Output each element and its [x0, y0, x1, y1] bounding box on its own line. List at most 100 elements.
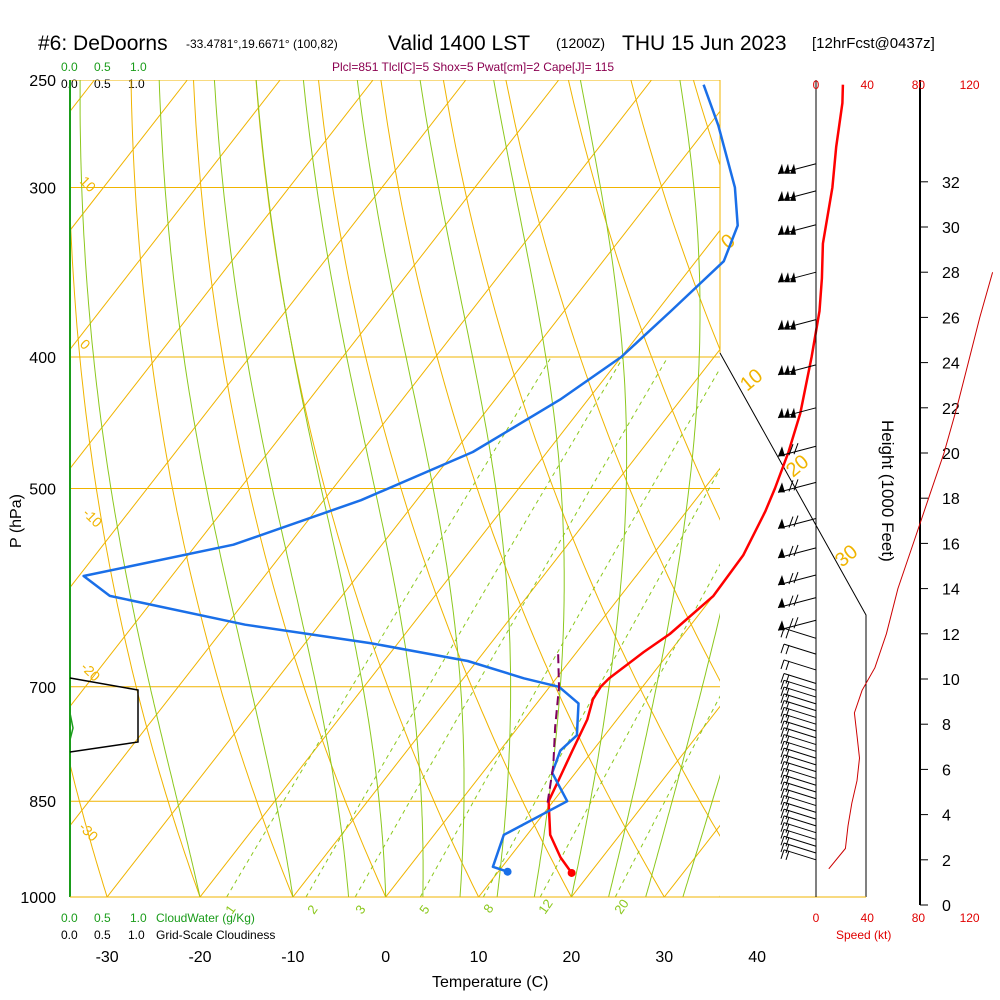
mixing-ratio-label: 3: [352, 902, 368, 917]
wind-barb-flag: [785, 742, 790, 752]
isotherm-line: [70, 80, 560, 708]
moist-adiabat-line: [419, 80, 512, 897]
wind-barb-flag: [785, 674, 790, 684]
temperature-tick-label: -30: [96, 949, 119, 966]
height-tick-label: 14: [942, 582, 960, 599]
wind-barb-flag: [785, 830, 790, 840]
x-axis-label: Temperature (C): [432, 974, 548, 991]
wind-barb-shaft: [783, 822, 817, 834]
surface-temperature-point: [567, 868, 576, 877]
wind-barb-pennant: [784, 163, 790, 174]
sounding-series-layer: [82, 84, 845, 877]
wind-barb-flag: [785, 837, 790, 847]
wind-barb-flag: [780, 795, 785, 805]
moist-adiabat-line: [682, 774, 720, 897]
wind-barb-pennant: [778, 518, 785, 529]
wind-barb-shaft: [777, 271, 817, 283]
dry-adiabat-line: [318, 80, 572, 897]
height-tick-label: 30: [942, 220, 960, 237]
height-tick-label: 32: [942, 175, 960, 192]
wind-barb-flag: [785, 809, 790, 820]
wind-barb-flag: [780, 747, 785, 758]
plot-area-clip: [70, 80, 1000, 897]
wind-barb-flag: [780, 693, 785, 704]
wind-barb-flag: [780, 802, 785, 812]
wind-barb-flag: [785, 728, 790, 738]
wind-barb-shaft: [783, 727, 817, 739]
valid-date: THU 15 Jun 2023: [622, 32, 787, 55]
isotherm-line: [70, 80, 652, 827]
wind-barb-shaft: [783, 754, 817, 766]
cloudiness-scale-bottom-0: 0.0: [61, 928, 78, 942]
wind-barb-pennant: [790, 190, 796, 201]
pressure-tick-label: 300: [29, 180, 56, 197]
wind-barb-shaft: [783, 808, 817, 820]
wind-barb-flag: [785, 850, 790, 860]
wind-barb-flag: [780, 700, 785, 710]
dry-adiabat-line: [567, 80, 720, 521]
temperature-tick-label: 10: [470, 949, 488, 966]
temperature-tick-label: -10: [281, 949, 304, 966]
wind-barb-shaft: [783, 815, 817, 827]
cloud-water-scale-1: 0.5: [94, 60, 111, 74]
wind-barb-flag: [780, 734, 785, 744]
wind-barb-flag: [780, 643, 785, 654]
pressure-tick-label: 500: [29, 482, 56, 499]
wind-barb-flag: [785, 816, 790, 827]
zulu-time: (1200Z): [556, 35, 605, 51]
wind-barb-flag: [793, 594, 799, 606]
wind-barb-pennant: [778, 575, 785, 586]
wind-barb-flag: [793, 617, 799, 629]
wind-barb-flag: [780, 707, 785, 717]
wind-barb-flag: [793, 544, 799, 557]
speed-tick-label-bottom: 80: [912, 911, 926, 925]
dry-adiabat-line: [70, 193, 201, 897]
cloud-water-profile: [69, 712, 74, 741]
cloud-water-label: CloudWater (g/Kg): [156, 911, 255, 925]
wind-barb-flag: [793, 571, 799, 584]
wind-barb-pennant: [778, 446, 785, 457]
dry-adiabat-line: [70, 762, 108, 897]
wind-barb-shaft: [783, 686, 817, 698]
isotherm-line: [106, 110, 720, 897]
wind-barb-shaft: [783, 835, 817, 847]
y-axis-label: P (hPa): [8, 494, 25, 548]
wind-barb-flag: [785, 796, 790, 806]
background-lines-layer: [70, 80, 1000, 897]
wind-barb-flag: [785, 660, 790, 671]
wind-barb-pennant: [790, 407, 796, 418]
mixing-ratio-label: 20: [611, 896, 632, 916]
isotherm-line: [850, 80, 1000, 897]
wind-barb-flag: [793, 479, 799, 491]
height-tick-label: 2: [942, 853, 951, 870]
dry-adiabat-line: [692, 80, 720, 167]
height-tick-label: 28: [942, 265, 960, 282]
isotherm-line: [70, 80, 467, 589]
wind-barb-shaft: [783, 706, 817, 718]
wind-barb-flag: [780, 815, 785, 826]
wind-barb-shaft: [783, 720, 817, 732]
wind-barb-flag: [785, 681, 790, 691]
wind-barb-flag: [785, 803, 790, 813]
wind-barb-flag: [780, 842, 785, 853]
wind-barb-flag: [785, 823, 790, 833]
wind-barb-flag: [793, 443, 799, 455]
cloudiness-scale-bottom-2: 1.0: [128, 928, 145, 942]
wind-barb-flag: [780, 720, 785, 731]
wind-barb-flag: [785, 721, 790, 732]
wind-barb-shaft: [783, 679, 817, 691]
wind-barb-flag: [785, 629, 790, 639]
moist-adiabat-line: [158, 80, 294, 897]
wind-barb-flag: [785, 687, 790, 698]
wind-barb-shaft: [783, 643, 817, 655]
temperature-tick-label: 40: [748, 949, 766, 966]
wind-barb-flag: [780, 659, 785, 670]
height-tick-label: 20: [942, 446, 960, 463]
cloud-water-scale-bottom-1: 0.5: [94, 911, 111, 925]
wind-barb-shaft: [783, 842, 817, 854]
wind-barb-flag: [780, 727, 785, 737]
wind-barb-pennant: [778, 547, 785, 558]
wind-barb-flag: [788, 618, 794, 630]
isotherm-line: [478, 586, 720, 897]
temperature-tick-label: 30: [655, 949, 673, 966]
